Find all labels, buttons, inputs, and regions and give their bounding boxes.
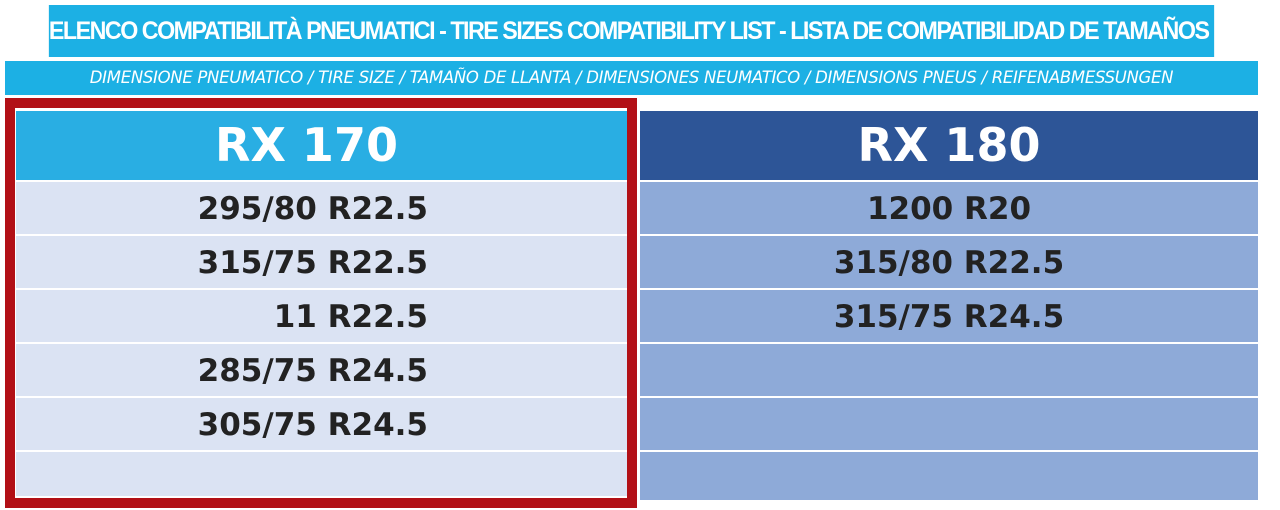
table-row: 11 R22.5: [16, 290, 627, 342]
table-row: 285/75 R24.5: [16, 344, 627, 396]
table-row: 295/80 R22.5: [16, 182, 627, 234]
table-row: [640, 398, 1258, 450]
column-header-rx180: RX 180: [640, 111, 1258, 180]
table-row: [640, 452, 1258, 500]
table-row: [16, 452, 627, 496]
page-title: ELENCO COMPATIBILITÀ PNEUMATICI - TIRE S…: [48, 5, 1215, 57]
column-rx180: RX 180 1200 R20 315/80 R22.5 315/75 R24.…: [640, 111, 1258, 500]
table-row: 315/80 R22.5: [640, 236, 1258, 288]
table-row: 315/75 R24.5: [640, 290, 1258, 342]
table-row: 1200 R20: [640, 182, 1258, 234]
page-subtitle: DIMENSIONE PNEUMATICO / TIRE SIZE / TAMA…: [5, 61, 1258, 95]
column-rx170: RX 170 295/80 R22.5 315/75 R22.5 11 R22.…: [16, 111, 627, 496]
table-row: [640, 344, 1258, 396]
table-row: 305/75 R24.5: [16, 398, 627, 450]
column-header-rx170: RX 170: [16, 111, 627, 180]
table-row: 315/75 R22.5: [16, 236, 627, 288]
